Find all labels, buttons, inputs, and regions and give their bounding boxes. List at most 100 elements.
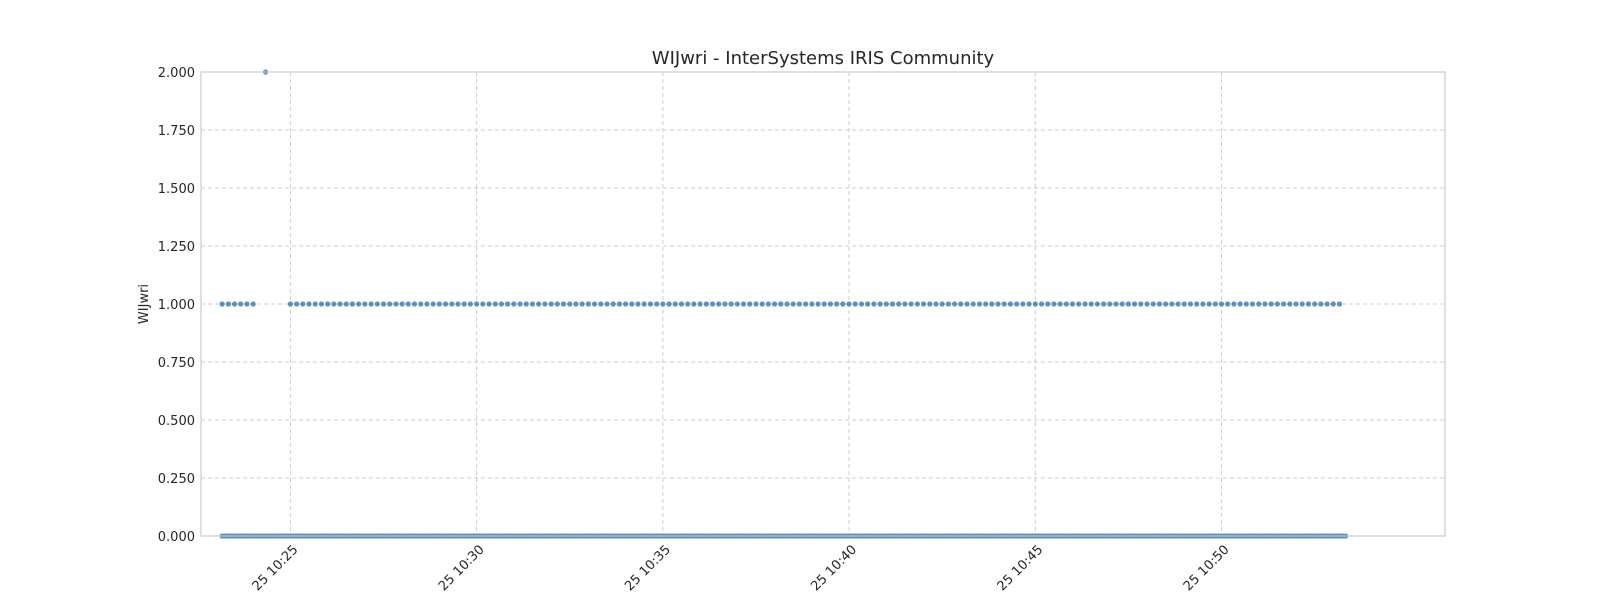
y-tick-labels: 0.000 0.250 0.500 0.750 1.000 1.250 1.500 1.750…	[158, 66, 195, 545]
data-point	[343, 301, 349, 307]
data-point	[765, 301, 771, 307]
data-point	[511, 301, 517, 307]
data-point	[1094, 301, 1100, 307]
data-point	[492, 301, 498, 307]
data-point	[939, 301, 945, 307]
data-point	[585, 301, 591, 307]
data-point	[505, 301, 511, 307]
data-point	[610, 301, 616, 307]
data-point	[666, 301, 672, 307]
y-axis-label: WIJwri	[137, 284, 152, 324]
data-point	[1231, 301, 1237, 307]
data-point	[442, 301, 449, 307]
data-point	[1281, 301, 1287, 307]
data-point	[1274, 301, 1280, 307]
data-point	[548, 301, 554, 307]
data-point	[908, 301, 914, 307]
x-tick-label: 25 10:50	[1181, 542, 1233, 594]
data-point	[728, 301, 734, 307]
data-point	[778, 301, 784, 307]
data-point	[337, 301, 343, 307]
data-point	[1336, 301, 1343, 307]
data-point	[517, 301, 523, 307]
data-point	[1330, 301, 1336, 307]
data-point	[952, 301, 958, 307]
data-point	[542, 301, 548, 307]
data-point	[784, 301, 790, 307]
data-point	[1287, 301, 1293, 307]
data-point	[889, 301, 896, 307]
data-point	[250, 301, 256, 307]
y-tick-label: 0.750	[158, 356, 195, 371]
y-tick-label: 1.750	[158, 124, 195, 139]
data-point	[647, 301, 654, 307]
data-point	[1032, 301, 1038, 307]
data-point	[1299, 301, 1305, 307]
data-point	[393, 301, 399, 307]
data-point	[809, 301, 815, 307]
data-point	[691, 301, 697, 307]
y-tick-label: 1.000	[158, 298, 195, 313]
data-point	[1175, 301, 1181, 307]
data-point	[244, 301, 250, 307]
data-point	[356, 301, 362, 307]
data-point	[486, 301, 492, 307]
data-point	[387, 301, 393, 307]
data-point	[1305, 301, 1312, 307]
data-point	[759, 301, 765, 307]
data-point	[716, 301, 722, 307]
data-point	[238, 301, 244, 307]
data-point	[815, 301, 821, 307]
data-point	[1249, 301, 1256, 307]
data-point	[803, 301, 809, 307]
data-point	[1007, 301, 1014, 307]
data-point	[231, 301, 238, 307]
data-point	[821, 301, 827, 307]
plot-frame	[200, 71, 1446, 537]
data-point	[300, 301, 306, 307]
data-point	[1243, 301, 1249, 307]
data-point	[958, 301, 964, 307]
data-point	[672, 301, 678, 307]
data-point	[709, 301, 716, 307]
data-point	[1324, 301, 1330, 307]
data-point	[964, 301, 970, 307]
data-point	[474, 301, 480, 307]
data-point	[1088, 301, 1094, 307]
data-point	[834, 301, 840, 307]
data-point	[914, 301, 920, 307]
data-point	[1156, 301, 1163, 307]
data-point	[529, 301, 536, 307]
data-point	[480, 301, 486, 307]
data-point	[418, 301, 424, 307]
data-point	[1125, 301, 1132, 307]
data-point	[349, 301, 356, 307]
y-tick-label: 0.000	[158, 530, 195, 545]
data-point	[976, 301, 983, 307]
data-point	[374, 301, 380, 307]
data-point	[635, 301, 641, 307]
data-point	[1181, 301, 1187, 307]
data-point	[1026, 301, 1032, 307]
data-point	[883, 301, 889, 307]
data-point	[536, 301, 542, 307]
data-point	[405, 301, 411, 307]
data-point	[467, 301, 474, 307]
data-point	[995, 301, 1001, 307]
data-point	[1069, 301, 1076, 307]
data-point	[852, 301, 858, 307]
x-tick-label: 25 10:30	[436, 542, 488, 594]
data-point	[424, 301, 430, 307]
data-point	[722, 301, 728, 307]
data-point	[312, 301, 318, 307]
data-point	[1187, 301, 1194, 307]
data-point	[287, 301, 293, 307]
y-tick-label: 2.000	[158, 66, 195, 81]
data-point	[1256, 301, 1262, 307]
data-point	[1063, 301, 1069, 307]
data-point	[1218, 301, 1225, 307]
data-point	[983, 301, 989, 307]
x-tick-label: 25 10:45	[995, 542, 1047, 594]
data-point	[591, 301, 598, 307]
data-point	[685, 301, 691, 307]
